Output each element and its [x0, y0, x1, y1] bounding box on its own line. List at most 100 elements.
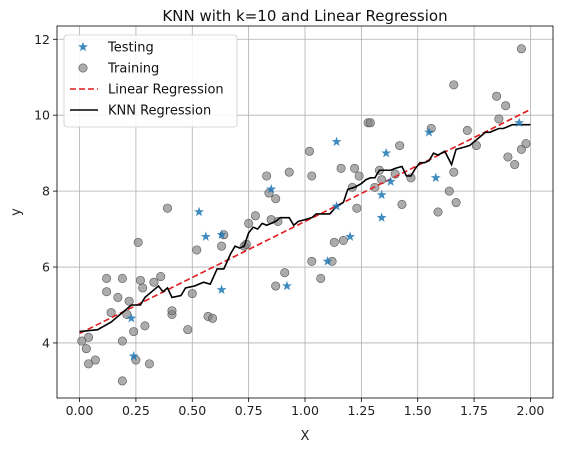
training-point — [208, 313, 218, 323]
chart-title: KNN with k=10 and Linear Regression — [162, 7, 447, 25]
knn-regression-line — [79, 123, 531, 333]
testing-point — [424, 127, 434, 137]
training-point — [117, 336, 127, 346]
x-tick-label: 1.25 — [347, 403, 375, 418]
legend-label: Linear Regression — [108, 83, 224, 98]
training-point — [113, 292, 123, 302]
testing-point — [430, 172, 441, 183]
training-point — [244, 218, 254, 228]
training-point — [183, 325, 193, 335]
training-point — [305, 146, 315, 156]
testing-point — [331, 201, 342, 211]
x-tick-label: 2.00 — [517, 403, 545, 418]
x-tick-label: 1.00 — [291, 403, 319, 418]
training-point — [81, 344, 91, 354]
training-point — [140, 321, 150, 331]
training-point — [117, 376, 127, 386]
training-point — [336, 163, 346, 173]
testing-point — [385, 176, 396, 186]
training-point — [250, 211, 260, 221]
training-point — [144, 359, 154, 369]
testing-point — [266, 184, 277, 194]
training-point — [350, 163, 360, 173]
y-tick-label: 12 — [34, 32, 50, 47]
training-point — [449, 167, 459, 177]
training-point — [138, 283, 148, 293]
training-point — [156, 272, 166, 282]
training-point — [329, 237, 339, 247]
training-point — [124, 296, 134, 306]
legend-label: KNN Regression — [108, 104, 211, 119]
linear-regression-line — [79, 108, 531, 335]
training-point — [510, 160, 520, 170]
testing-point — [376, 189, 387, 200]
training-point — [90, 355, 100, 365]
testing-point — [200, 231, 211, 241]
training-point — [503, 152, 513, 162]
y-axis-label: y — [9, 208, 24, 216]
testing-point — [345, 231, 356, 241]
training-point — [84, 359, 94, 369]
training-point — [162, 203, 172, 213]
training-point — [187, 289, 197, 299]
training-point — [106, 308, 116, 318]
training-point — [102, 273, 112, 283]
legend: Testing Training Linear Regression KNN Regr… — [63, 34, 238, 128]
tick-labels: 0.00 0.25 0.50 0.75 1.00 1.25 1.50 1.75 2.00 4 6 8 1… — [34, 32, 544, 418]
testing-point — [376, 212, 387, 222]
testing-point — [381, 147, 392, 158]
testing-point — [514, 117, 525, 127]
testing-point — [216, 284, 227, 295]
training-point — [316, 273, 326, 283]
training-point — [521, 139, 531, 149]
legend-star-marker — [78, 41, 88, 52]
x-tick-label: 0.50 — [178, 403, 206, 418]
x-tick-label: 0.75 — [235, 403, 263, 418]
training-point — [284, 167, 294, 177]
testing-point — [216, 229, 227, 239]
training-point — [471, 141, 481, 151]
grid — [57, 26, 553, 398]
plot-area — [77, 44, 531, 386]
training-point — [492, 91, 502, 101]
x-axis-label: X — [301, 429, 310, 444]
training-point — [365, 118, 375, 128]
x-tick-label: 0.25 — [122, 403, 150, 418]
training-point — [338, 235, 348, 245]
x-tick-label: 1.75 — [460, 403, 488, 418]
testing-point — [194, 206, 204, 217]
training-point — [271, 281, 281, 291]
training-point — [462, 125, 472, 135]
training-point — [516, 44, 526, 54]
testing-point — [331, 136, 342, 146]
training-point — [84, 332, 94, 342]
legend-label: Training — [107, 62, 159, 77]
training-point — [280, 268, 290, 278]
training-point — [192, 245, 202, 255]
training-point — [449, 80, 459, 90]
training-point — [451, 198, 461, 208]
training-point — [397, 199, 407, 209]
testing-point — [282, 280, 292, 291]
training-point — [494, 114, 504, 124]
training-point — [307, 171, 317, 181]
legend-label: Testing — [107, 41, 154, 56]
training-point — [77, 336, 87, 346]
training-point — [117, 273, 127, 283]
training-point — [262, 171, 272, 181]
training-point — [433, 207, 443, 217]
training-point — [395, 141, 405, 151]
training-point — [307, 256, 317, 266]
training-point — [354, 171, 364, 181]
plot-frame — [56, 25, 554, 399]
x-tick-label: 0.00 — [66, 403, 94, 418]
testing-point — [322, 256, 333, 266]
training-point — [444, 186, 454, 196]
training-point — [129, 327, 139, 337]
training-point — [271, 194, 281, 204]
legend-circle-marker — [78, 63, 88, 73]
training-point — [501, 101, 511, 111]
training-point — [135, 275, 145, 285]
legend-box — [63, 34, 238, 128]
x-tick-label: 1.50 — [404, 403, 432, 418]
